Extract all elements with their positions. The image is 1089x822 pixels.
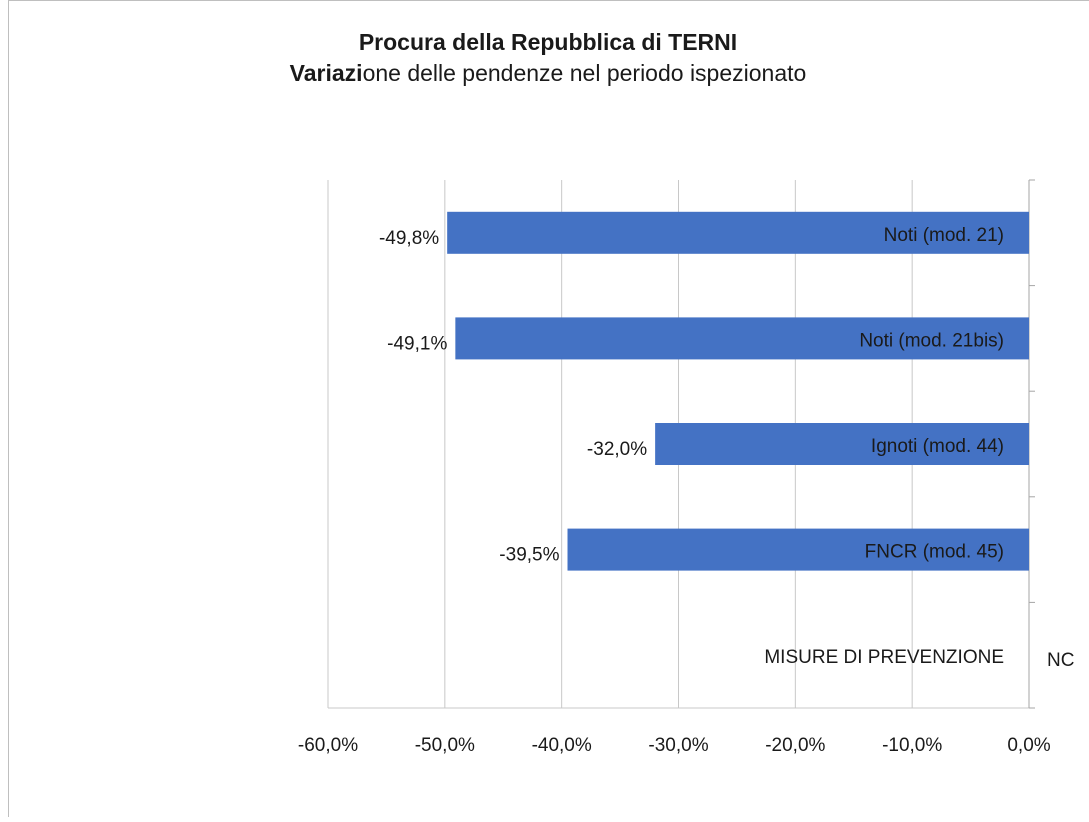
x-tick-label: -10,0% [882, 735, 942, 756]
x-tick-label: -60,0% [298, 735, 358, 756]
x-tick-label: -20,0% [765, 735, 825, 756]
bar-value-label: -39,5% [499, 545, 559, 566]
x-tick-label: -40,0% [532, 735, 592, 756]
category-label: Noti (mod. 21) [884, 225, 1004, 246]
bar-value-label: -49,8% [379, 228, 439, 249]
bar-value-label: -32,0% [587, 439, 647, 460]
subtitle-bold: Variazi [290, 60, 363, 86]
chart-frame [9, 1, 1089, 818]
category-label: MISURE DI PREVENZIONE [764, 647, 1004, 668]
category-label: FNCR (mod. 45) [865, 542, 1004, 563]
bar-value-label: NC [1047, 650, 1074, 671]
category-label: Ignoti (mod. 44) [871, 436, 1004, 457]
chart-title: Procura della Repubblica di TERNI [359, 29, 737, 55]
category-label: Noti (mod. 21bis) [859, 330, 1004, 351]
x-tick-label: 0,0% [1007, 735, 1050, 756]
chart-subtitle: Variazione delle pendenze nel periodo is… [290, 60, 807, 86]
bar-value-label: -49,1% [387, 333, 447, 354]
subtitle-rest: one delle pendenze nel periodo ispeziona… [363, 60, 807, 86]
x-tick-label: -50,0% [415, 735, 475, 756]
x-tick-label: -30,0% [648, 735, 708, 756]
